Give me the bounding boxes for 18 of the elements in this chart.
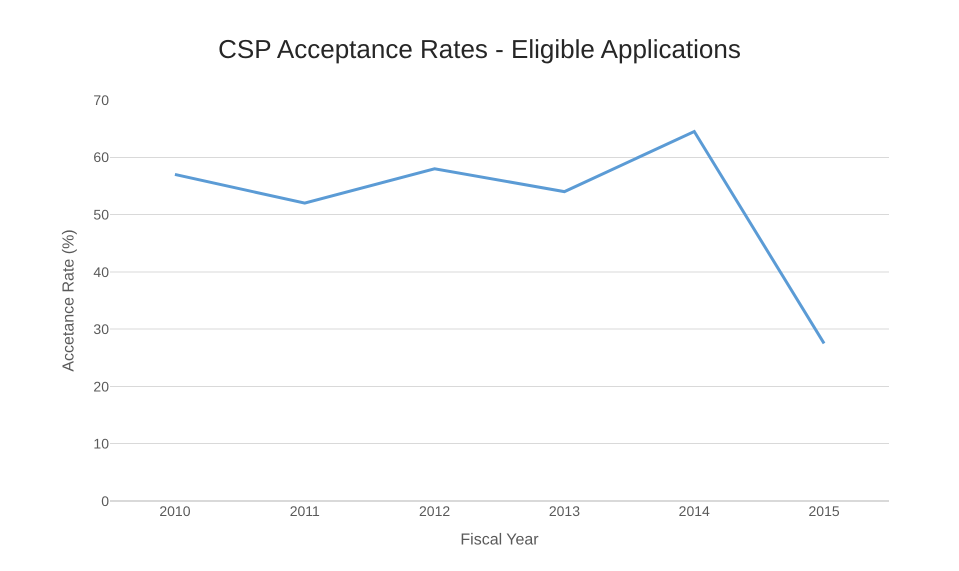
y-tick-label: 50 — [93, 206, 110, 222]
x-tick-label: 2010 — [159, 503, 191, 519]
chart-title: CSP Acceptance Rates - Eligible Applications — [218, 34, 741, 64]
y-tick-label: 40 — [93, 264, 110, 280]
x-tick-label: 2011 — [290, 503, 320, 519]
x-axis-title: Fiscal Year — [460, 532, 540, 549]
y-tick-label: 20 — [93, 378, 110, 394]
y-tick-label: 60 — [93, 149, 110, 166]
x-tick-label: 2013 — [548, 503, 580, 519]
y-tick-label: 0 — [101, 492, 110, 509]
y-tick-label: 70 — [93, 92, 110, 108]
x-tick-label: 2014 — [678, 503, 710, 519]
y-tick-label: 30 — [93, 321, 110, 338]
y-axis-title: Accetance Rate (%) — [60, 229, 78, 372]
x-tick-label: 2015 — [808, 503, 840, 519]
x-tick-label: 2012 — [419, 503, 450, 519]
y-tick-label: 10 — [93, 436, 110, 452]
line-series — [173, 130, 826, 345]
